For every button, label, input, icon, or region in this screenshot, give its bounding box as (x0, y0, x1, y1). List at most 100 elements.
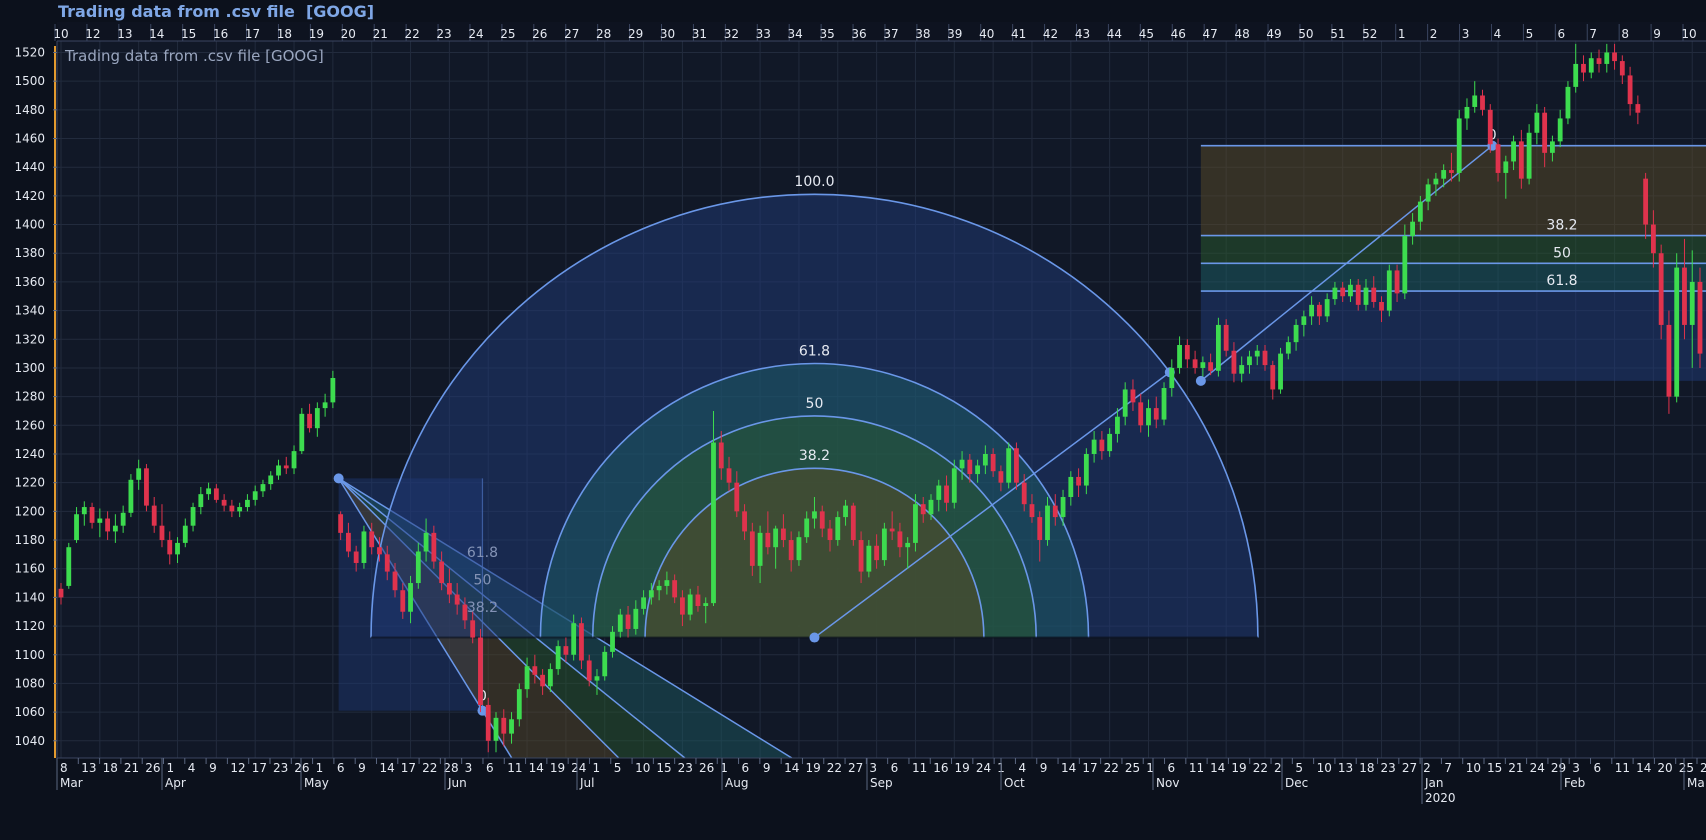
candle-body (866, 545, 872, 572)
candle (1052, 494, 1058, 526)
y-tick-label: 1060 (14, 705, 45, 719)
candle (501, 709, 507, 747)
fib-arc-label: 100.0 (794, 174, 834, 190)
candle-body (105, 518, 111, 532)
candle-body (1627, 75, 1633, 105)
top-tick-label: 10 (1681, 27, 1696, 41)
candle-body (229, 505, 235, 512)
candle-body (796, 537, 802, 561)
candle-body (1480, 95, 1485, 110)
fib-arc (644, 467, 985, 638)
top-tick-label: 36 (851, 27, 866, 41)
candle-body (454, 594, 460, 605)
top-tick-label: 5 (1526, 27, 1534, 41)
candle-body (493, 717, 499, 741)
top-tick-label: 41 (1011, 27, 1026, 41)
candle-body (718, 442, 724, 469)
candle-body (1658, 253, 1664, 325)
candle (1417, 195, 1423, 231)
candle-body (1285, 342, 1291, 354)
fib-arc-trendline (814, 371, 1171, 639)
candle-body (330, 377, 336, 403)
bottom-tick-label: 5 (1295, 761, 1303, 775)
candle (1612, 43, 1617, 70)
candle (66, 542, 72, 589)
candle (695, 585, 701, 612)
top-tick-label: 47 (1203, 27, 1218, 41)
candle-body (672, 580, 678, 598)
candle-body (1177, 345, 1182, 368)
y-tick-label: 1200 (14, 504, 45, 518)
candle-body (1122, 389, 1128, 417)
candle (384, 545, 390, 581)
candle (470, 611, 476, 644)
candle-body (1526, 132, 1532, 179)
candle-body (990, 453, 996, 472)
candle (151, 497, 157, 533)
top-tick-label: 9 (1653, 27, 1661, 41)
candle (198, 486, 204, 515)
bottom-tick-label: 17 (1082, 761, 1097, 775)
candle (1565, 81, 1571, 125)
candle (1037, 511, 1043, 562)
candle-body (913, 504, 918, 543)
candle-body (579, 623, 584, 661)
candle (959, 451, 965, 480)
candle-body (276, 465, 281, 476)
candle-body (1410, 221, 1416, 237)
bottom-tick-label: 1 (166, 761, 174, 775)
y-axis: 1040 1060 1080 1100 1120 1140 1160 1180 1200 1220… (14, 45, 57, 748)
bottom-tick-label: 15 (1487, 761, 1502, 775)
candle (975, 459, 981, 483)
candle (1316, 301, 1322, 325)
candle-body (843, 505, 848, 518)
candle (400, 583, 406, 619)
candle-body (314, 408, 320, 429)
candle-body (1006, 448, 1012, 483)
top-tick-label: 10 (53, 27, 68, 41)
top-tick-label: 38 (915, 27, 930, 41)
candle-body (345, 532, 351, 552)
candle (850, 502, 856, 546)
candle-body (742, 511, 747, 532)
candle (167, 531, 173, 565)
candle (1239, 356, 1245, 383)
candle-body (648, 590, 654, 598)
candle-body (928, 499, 934, 515)
bottom-tick-label: 19 (805, 761, 820, 775)
candle-body (641, 597, 646, 609)
candle-body (1014, 448, 1019, 483)
y-tick-label: 1420 (14, 189, 45, 203)
candle-body (1363, 287, 1369, 305)
candle (1293, 319, 1299, 351)
top-tick-label: 31 (692, 27, 707, 41)
candle (835, 511, 841, 546)
candle (322, 393, 328, 417)
candle-body (1115, 416, 1120, 434)
fib-arc-handle (809, 632, 820, 643)
candle-body (1674, 267, 1680, 397)
fib-arc-label: 38.2 (799, 448, 830, 464)
candle (625, 605, 631, 638)
candle (1627, 66, 1633, 116)
bottom-tick-label: 14 (379, 761, 394, 775)
candle (1177, 336, 1182, 374)
candle-body (1278, 353, 1283, 390)
top-tick-label: 37 (883, 27, 898, 41)
candle (1503, 155, 1509, 199)
candle (283, 456, 289, 475)
candle-body (617, 614, 623, 632)
candle-body (1060, 497, 1066, 518)
y-tick-label: 1300 (14, 361, 45, 375)
candle-body (1472, 95, 1478, 107)
candle-body (182, 525, 188, 543)
bottom-tick-label: 6 (1594, 761, 1602, 775)
candle-body (1332, 287, 1338, 300)
candle-body (1208, 362, 1214, 371)
candle-body (1262, 350, 1268, 366)
candle (951, 459, 957, 509)
candle (1480, 89, 1485, 116)
bottom-tick-label: 18 (103, 761, 118, 775)
candle (1146, 399, 1151, 437)
